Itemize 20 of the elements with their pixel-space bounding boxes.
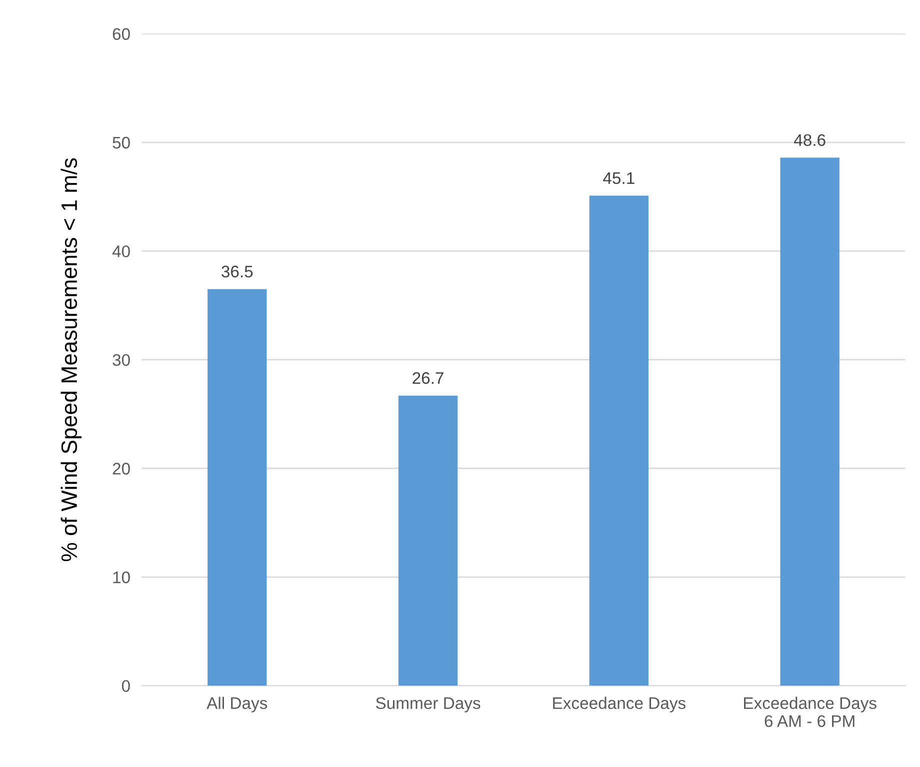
x-tick-label: Exceedance Days [553, 696, 686, 712]
bar [208, 289, 267, 686]
y-tick-label: 0 [122, 680, 130, 692]
bar [398, 396, 458, 686]
data-label: 48.6 [794, 134, 826, 146]
y-tick-label: 40 [112, 245, 130, 258]
y-tick-label: 30 [112, 354, 130, 366]
y-tick-label: 60 [112, 28, 130, 40]
y-axis-title: % of Wind Speed Measurements < 1 m/s [60, 158, 82, 562]
x-tick-label: Exceedance Days 6 AM - 6 PM [744, 696, 876, 728]
data-label: 36.5 [222, 266, 253, 278]
bar [589, 196, 649, 686]
data-label: 26.7 [412, 372, 444, 384]
x-tick-label: All Days [206, 696, 268, 712]
y-tick-label: 10 [113, 571, 130, 584]
y-tick-label: 20 [112, 462, 130, 475]
x-tick-label: Summer Days [376, 697, 480, 712]
y-tick-label: 50 [112, 136, 130, 149]
data-label: 45.1 [603, 172, 634, 184]
bar [780, 158, 840, 686]
